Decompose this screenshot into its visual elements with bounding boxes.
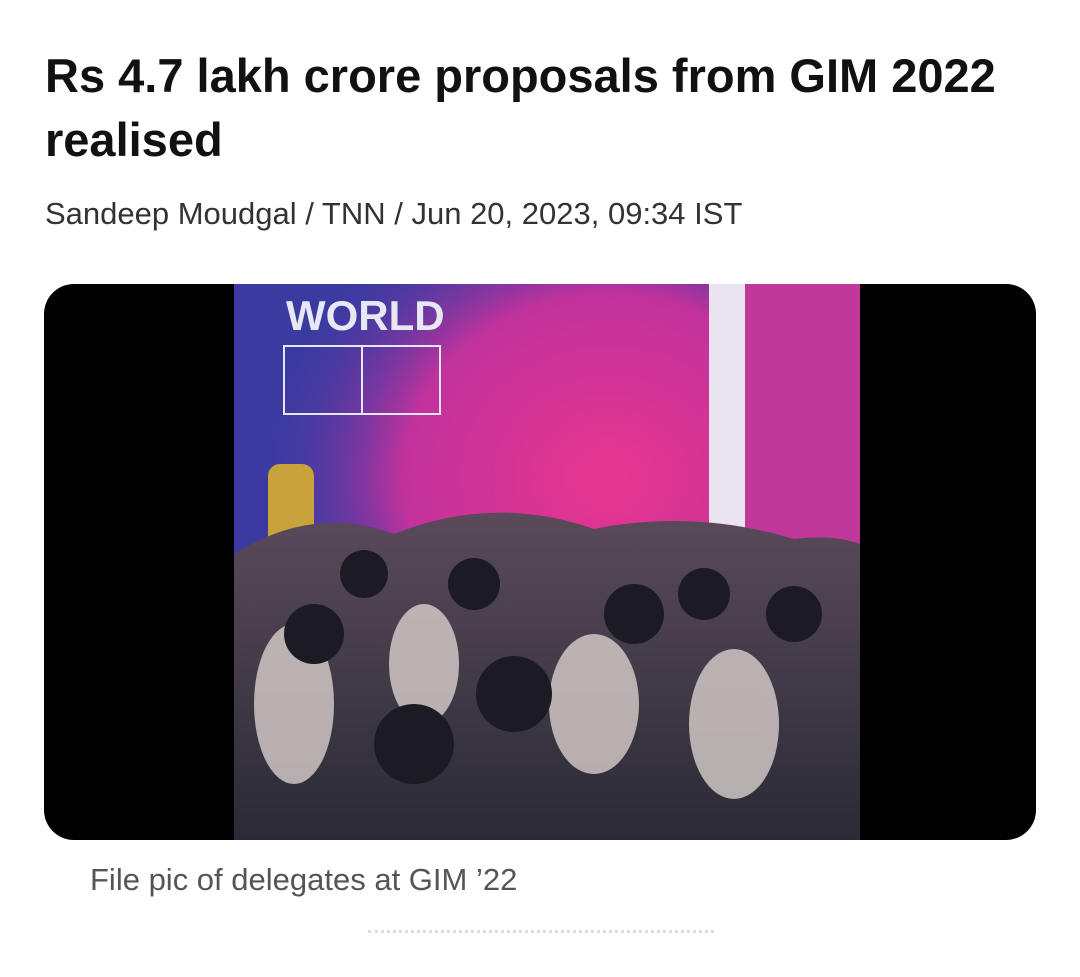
- image-text: WORLD: [286, 292, 445, 339]
- article-title: Rs 4.7 lakh crore proposals from GIM 202…: [45, 49, 996, 166]
- photo: WORLD: [234, 284, 860, 840]
- article-image[interactable]: WORLD: [44, 284, 1036, 840]
- divider: [368, 930, 714, 933]
- image-caption: File pic of delegates at GIM ’22: [90, 862, 518, 897]
- byline[interactable]: Sandeep Moudgal / TNN / Jun 20, 2023, 09…: [45, 196, 743, 231]
